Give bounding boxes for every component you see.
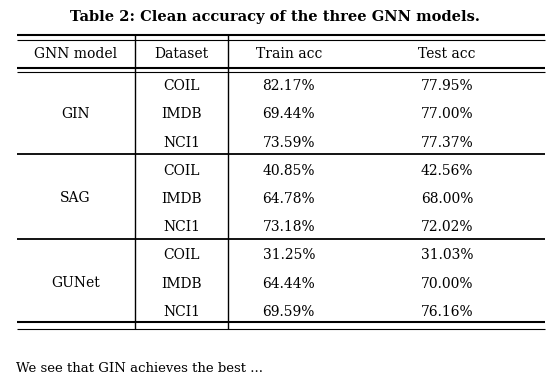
Text: 40.85%: 40.85% bbox=[262, 164, 315, 178]
Text: Table 2: Clean accuracy of the three GNN models.: Table 2: Clean accuracy of the three GNN… bbox=[70, 10, 480, 24]
Text: 64.78%: 64.78% bbox=[262, 192, 315, 206]
Text: IMDB: IMDB bbox=[161, 192, 202, 206]
Text: 69.59%: 69.59% bbox=[262, 305, 315, 319]
Text: Test acc: Test acc bbox=[418, 47, 476, 61]
Text: COIL: COIL bbox=[163, 164, 200, 178]
Text: We see that GIN achieves the best ...: We see that GIN achieves the best ... bbox=[16, 362, 263, 375]
Text: SAG: SAG bbox=[60, 191, 91, 205]
Text: NCI1: NCI1 bbox=[163, 305, 200, 319]
Text: 69.44%: 69.44% bbox=[262, 107, 315, 122]
Text: 42.56%: 42.56% bbox=[421, 164, 473, 178]
Text: 82.17%: 82.17% bbox=[262, 79, 315, 93]
Text: GNN model: GNN model bbox=[34, 47, 117, 61]
Text: 72.02%: 72.02% bbox=[421, 220, 473, 234]
Text: 73.59%: 73.59% bbox=[262, 135, 315, 150]
Text: IMDB: IMDB bbox=[161, 276, 202, 291]
Text: 64.44%: 64.44% bbox=[262, 276, 315, 291]
Text: 68.00%: 68.00% bbox=[421, 192, 473, 206]
Text: 73.18%: 73.18% bbox=[262, 220, 315, 234]
Text: Train acc: Train acc bbox=[256, 47, 322, 61]
Text: 76.16%: 76.16% bbox=[421, 305, 473, 319]
Text: 31.25%: 31.25% bbox=[262, 248, 315, 262]
Text: 31.03%: 31.03% bbox=[421, 248, 473, 262]
Text: IMDB: IMDB bbox=[161, 107, 202, 122]
Text: 77.00%: 77.00% bbox=[421, 107, 473, 122]
Text: GUNet: GUNet bbox=[51, 276, 100, 290]
Text: 70.00%: 70.00% bbox=[421, 276, 473, 291]
Text: COIL: COIL bbox=[163, 248, 200, 262]
Text: 77.95%: 77.95% bbox=[421, 79, 473, 93]
Text: 77.37%: 77.37% bbox=[421, 135, 473, 150]
Text: GIN: GIN bbox=[61, 107, 90, 120]
Text: NCI1: NCI1 bbox=[163, 220, 200, 234]
Text: NCI1: NCI1 bbox=[163, 135, 200, 150]
Text: Dataset: Dataset bbox=[155, 47, 208, 61]
Text: COIL: COIL bbox=[163, 79, 200, 93]
